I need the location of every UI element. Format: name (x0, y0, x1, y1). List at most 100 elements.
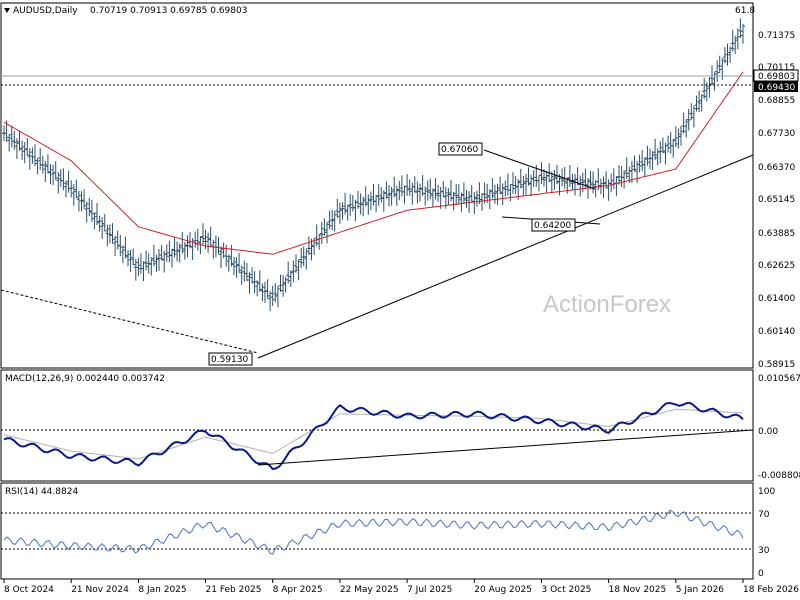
ohlc-bar (573, 173, 577, 196)
ohlc-bar (56, 172, 61, 194)
ohlc-bar (322, 218, 327, 236)
ohlc-bar (397, 180, 402, 201)
ohlc-bar (164, 244, 169, 262)
ohlc-bar (699, 94, 704, 112)
annotation-low: 0.59130 (208, 352, 253, 366)
trendline-dashed-lower (0, 289, 259, 354)
ohlc-bar (340, 202, 345, 220)
ohlc-bar (542, 169, 546, 187)
price-tick: 0.70115 (758, 63, 795, 73)
ohlc-bar (113, 235, 118, 256)
svg-text:0.69803: 0.69803 (758, 72, 795, 82)
ohlc-bar (131, 248, 136, 265)
ohlc-bar (681, 112, 686, 134)
rsi-panel (0, 482, 754, 580)
ohlc-bar (149, 257, 154, 276)
ohlc-bar (110, 223, 115, 244)
ohlc-bar (521, 175, 526, 196)
ohlc-bar (25, 138, 30, 156)
ohlc-bar (368, 191, 373, 211)
ohlc-bar (653, 138, 658, 161)
ohlc-bar (722, 47, 727, 64)
price-tick: 0.63885 (758, 229, 795, 239)
ohlc-bar (128, 249, 133, 272)
ohlc-bar (492, 184, 497, 204)
time-axis: 8 Oct 2024 21 Nov 2024 8 Jan 2025 21 Feb 20… (3, 579, 799, 595)
ohlc-bar (642, 157, 647, 177)
ohlc-bar (69, 180, 74, 198)
ohlc-bar (332, 211, 337, 232)
ohlc-bar (637, 154, 642, 173)
macd-main-path (3, 401, 744, 471)
svg-text:0.64200: 0.64200 (534, 221, 571, 231)
ohlc-bar (123, 236, 128, 259)
price-tick: 0.68855 (758, 96, 795, 106)
ohlc-bar (482, 182, 487, 204)
ohlc-bar (671, 139, 676, 158)
macd-tick: -0.008808 (758, 471, 800, 481)
x-tick-label: 22 May 2025 (340, 585, 399, 595)
ohlc-bar (172, 236, 177, 258)
ohlc-bar (239, 265, 244, 285)
ohlc-bar (524, 173, 528, 195)
ohlc-bar (451, 191, 456, 211)
ohlc-bar (624, 157, 629, 180)
ohlc-bar (136, 257, 141, 276)
ohlc-bar (345, 204, 350, 221)
ohlc-bar (100, 217, 105, 239)
ohlc-bar (660, 137, 665, 154)
collapse-triangle-icon[interactable] (4, 8, 10, 13)
ohlc-bar (459, 192, 464, 213)
ohlc-bar (309, 238, 314, 261)
symbol-label: AUDUSD,Daily (13, 6, 78, 16)
ohlc-bar (570, 174, 575, 191)
ohlc-bar (366, 194, 371, 215)
ohlc-bar (485, 183, 490, 203)
ohlc-bar (14, 138, 19, 159)
ohlc-bar (730, 29, 735, 52)
ohlc-bar (154, 254, 159, 272)
ohlc-bar (673, 126, 678, 147)
watermark: ActionForex (543, 291, 671, 318)
annotation-mid-low: 0.64200 (531, 218, 576, 232)
ohlc-bar (474, 190, 479, 207)
ohlc-bar (715, 60, 720, 82)
ohlc-bar (679, 126, 683, 146)
ohlc-bar (325, 222, 329, 244)
ohlc-bar (95, 203, 99, 225)
ohlc-bar (97, 215, 102, 232)
x-tick-label: 8 Apr 2025 (273, 585, 323, 595)
ohlc-bar (17, 130, 22, 151)
ohlc-bar (35, 157, 40, 175)
ma-line (3, 71, 744, 255)
ohlc-bar (175, 241, 180, 262)
ohlc-bar (418, 183, 422, 202)
annotation-high: 0.67060 (438, 142, 483, 156)
ohlc-bar (157, 249, 161, 271)
ohlc-bar (301, 246, 306, 267)
ohlc-bar (126, 250, 130, 267)
ohlc-bar (379, 187, 384, 203)
ohlc-bar (658, 141, 663, 164)
ohlc-bar (676, 128, 681, 149)
ohlc-bar (33, 144, 37, 167)
x-tick-label: 21 Nov 2024 (71, 585, 129, 595)
price-bars (2, 18, 745, 312)
ohlc-bar (702, 77, 707, 100)
ohlc-bar (358, 193, 363, 215)
ohlc-bar (229, 244, 234, 267)
ohlc-bar (591, 171, 596, 193)
ohlc-bar (567, 165, 572, 187)
x-tick-label: 3 Oct 2025 (542, 585, 592, 595)
ohlc-bar (407, 179, 412, 196)
ohlc-bar (733, 35, 738, 54)
ohlc-bar (76, 190, 81, 212)
ohlc-bar (387, 184, 391, 207)
ohlc-bar (363, 186, 368, 207)
rsi-path (3, 509, 744, 555)
rsi-tick: 0 (758, 569, 764, 579)
ohlc-bar (374, 195, 379, 213)
ohlc-bar (291, 260, 296, 282)
ohlc-bar (159, 244, 164, 261)
